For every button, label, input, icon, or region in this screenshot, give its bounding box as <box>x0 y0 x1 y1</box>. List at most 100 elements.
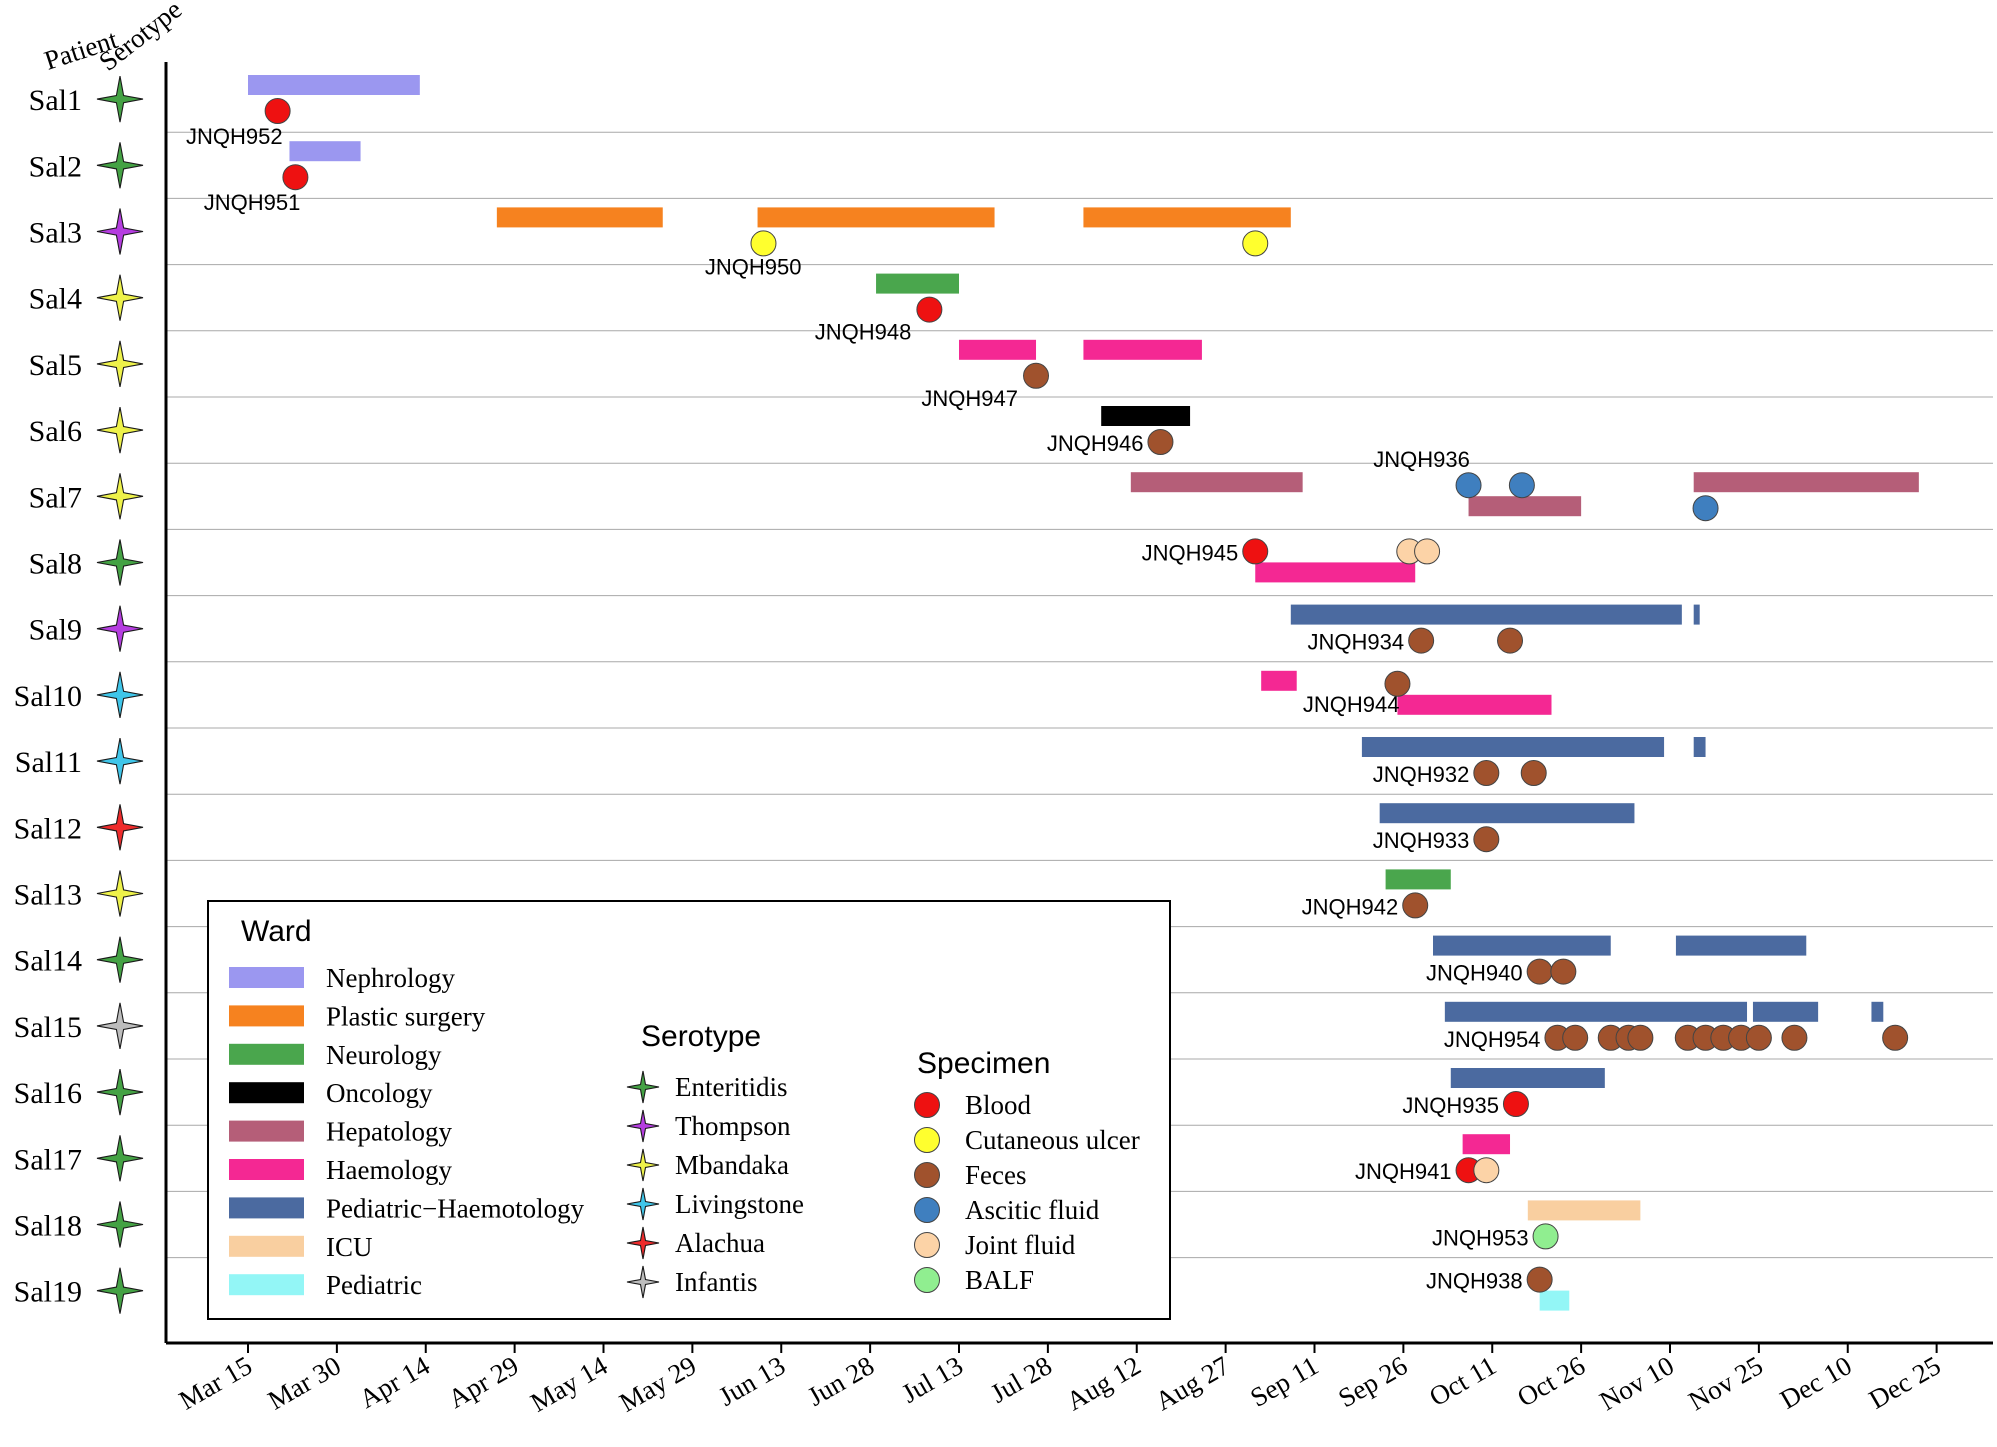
ward-stay-bar <box>1083 207 1291 228</box>
patient-label: Sal10 <box>14 680 82 713</box>
specimen-marker <box>1242 230 1269 257</box>
legend-title-specimen: Specimen <box>917 1047 1050 1080</box>
patient-row-sal14: Sal14 JNQH940 <box>14 935 1807 986</box>
legend-ward-swatch <box>229 1159 304 1180</box>
row-gridlines <box>166 131 1993 1259</box>
legend-serotype-label: Livingstone <box>675 1189 804 1219</box>
patient-label: Sal15 <box>14 1011 82 1044</box>
isolate-label: JNQH954 <box>1444 1027 1541 1052</box>
x-tick-label: Nov 10 <box>1595 1350 1679 1416</box>
specimen-marker <box>1497 627 1524 654</box>
legend-specimen-label: Blood <box>965 1090 1032 1120</box>
ward-stay-bar <box>1130 472 1303 493</box>
x-tick-label: Mar 15 <box>174 1350 257 1415</box>
patient-row-sal18: Sal18 JNQH953 <box>14 1200 1641 1250</box>
serotype-star-icon <box>96 274 144 321</box>
legend-serotype-label: Mbandaka <box>675 1150 789 1180</box>
legend-specimen-label: Feces <box>965 1160 1026 1190</box>
ward-stay-bar <box>1752 1001 1819 1022</box>
specimen-marker <box>1414 538 1441 565</box>
ward-stay-bar <box>1101 406 1191 426</box>
serotype-star-icon <box>96 936 144 983</box>
patient-label: Sal2 <box>29 150 82 183</box>
x-tick-label: Jul 13 <box>896 1350 968 1409</box>
specimen-marker <box>1745 1024 1772 1051</box>
x-tick-label: Apr 14 <box>354 1350 435 1414</box>
serotype-star-icon <box>96 208 144 255</box>
legend-ward-label: Pediatric <box>326 1270 422 1300</box>
legend-ward-swatch <box>229 1120 304 1142</box>
legend-ward-swatch <box>229 1005 304 1027</box>
legend-ward-swatch <box>229 1235 304 1257</box>
legend-serotype-label: Infantis <box>675 1267 757 1297</box>
legend-title-ward: Ward <box>241 915 312 948</box>
legend-title-serotype: Serotype <box>641 1020 761 1053</box>
serotype-star-icon <box>96 1135 144 1182</box>
legend-ward-swatch <box>229 967 304 988</box>
x-tick-label: May 14 <box>525 1350 613 1418</box>
patient-label: Sal18 <box>14 1210 82 1243</box>
patient-label: Sal8 <box>29 548 82 581</box>
legend-ward-label: Oncology <box>326 1078 433 1108</box>
x-tick-label: May 29 <box>614 1350 701 1418</box>
x-axis-ticks: Mar 15 Mar 30 Apr 14 Apr 29 May 14 May 29 Jun … <box>174 1343 1946 1418</box>
legend-ward-swatch <box>229 1043 304 1065</box>
specimen-marker <box>916 296 943 323</box>
serotype-star-icon <box>96 473 144 520</box>
legend-serotype-label: Alachua <box>675 1228 765 1258</box>
specimen-marker <box>1562 1024 1589 1051</box>
isolate-label: JNQH952 <box>186 124 283 149</box>
patient-label: Sal14 <box>14 945 82 978</box>
x-tick-label: Sep 11 <box>1245 1350 1323 1413</box>
isolate-label: JNQH938 <box>1426 1269 1523 1294</box>
ward-stay-bar <box>1261 670 1297 691</box>
isolate-label: JNQH941 <box>1355 1159 1452 1184</box>
legend-box <box>207 900 1171 1320</box>
x-tick-label: Jun 13 <box>714 1350 791 1412</box>
serotype-star-icon <box>96 1002 144 1050</box>
legend-ward-label: Nephrology <box>326 963 455 993</box>
specimen-marker <box>750 230 777 257</box>
patient-row-sal19: Sal19 JNQH938 <box>14 1266 1570 1314</box>
patient-label: Sal16 <box>14 1077 82 1110</box>
legend-specimen-dot <box>914 1127 940 1153</box>
patient-label: Sal19 <box>14 1276 82 1309</box>
specimen-marker <box>1408 627 1435 654</box>
legend-ward-label: Haemology <box>326 1155 452 1185</box>
patient-row-sal9: Sal9 JNQH934 <box>29 604 1700 655</box>
serotype-star-icon <box>96 340 144 388</box>
legend-specimen-label: Ascitic fluid <box>965 1195 1100 1225</box>
x-tick-label: Aug 12 <box>1061 1350 1145 1416</box>
specimen-marker <box>1023 362 1050 389</box>
patient-row-sal4: Sal4 JNQH948 <box>29 273 959 345</box>
specimen-marker <box>1384 670 1411 697</box>
ward-stay-bar <box>1527 1200 1641 1221</box>
ward-stay-bar <box>1675 935 1807 956</box>
serotype-star-icon <box>96 539 144 586</box>
isolate-label: JNQH933 <box>1373 828 1470 853</box>
patient-row-sal12: Sal12 JNQH933 <box>14 803 1635 853</box>
patient-row-sal15: Sal15 JNQH954 <box>14 1001 1909 1052</box>
isolate-label: JNQH944 <box>1303 692 1400 717</box>
patient-label: Sal9 <box>29 614 82 647</box>
ward-stay-bar <box>1693 472 1919 493</box>
serotype-star-icon <box>96 737 144 785</box>
specimen-marker <box>1532 1223 1559 1250</box>
ward-stay-bar <box>1290 604 1682 625</box>
legend-specimen-dot <box>914 1092 940 1118</box>
patient-label: Sal7 <box>29 481 82 514</box>
legend-specimen-dot <box>914 1232 940 1258</box>
serotype-star-icon <box>96 671 144 719</box>
legend-ward-label: Neurology <box>326 1040 442 1070</box>
ward-stay-bar <box>757 207 995 228</box>
specimen-marker <box>1526 1266 1553 1293</box>
specimen-marker <box>282 164 309 191</box>
patient-row-sal10: Sal10 JNQH944 <box>14 670 1552 719</box>
legend-ward-swatch <box>229 1082 304 1104</box>
serotype-star-icon <box>96 406 144 454</box>
legend-serotype-label: Thompson <box>675 1111 791 1141</box>
ward-stay-bar <box>1385 869 1451 890</box>
serotype-star-icon <box>96 1201 144 1248</box>
x-tick-label: Jun 28 <box>802 1350 879 1412</box>
